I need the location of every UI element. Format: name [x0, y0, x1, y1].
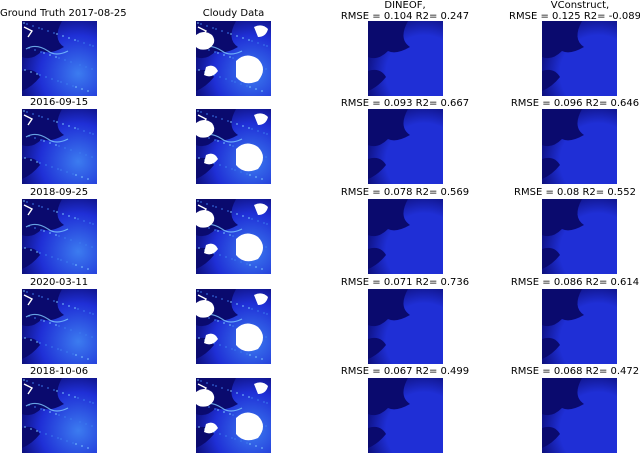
ground-truth-image-panel: [22, 289, 97, 364]
vconstruct-metrics-label: RMSE = 0.125 R2= -0.089: [509, 11, 640, 22]
dineof-image-panel: [368, 289, 443, 364]
vconstruct-image-panel: [542, 199, 617, 274]
ground-truth-image-panel: [22, 199, 97, 274]
dineof-metrics-label: RMSE = 0.078 R2= 0.569: [340, 187, 470, 198]
dineof-metrics-label: RMSE = 0.104 R2= 0.247: [340, 11, 470, 22]
vconstruct-metrics-label: RMSE = 0.068 R2= 0.472: [510, 366, 640, 377]
ground-truth-image-panel: [22, 378, 97, 453]
cloudy-image-panel: [196, 109, 271, 184]
row-date-label: 2016-09-15: [29, 97, 89, 108]
ground-truth-image-panel: [22, 21, 97, 96]
dineof-column-title: DINEOF,: [384, 0, 426, 11]
cloudy-image-panel: [196, 21, 271, 96]
cloudy-data-column-title: Cloudy Data: [202, 8, 265, 19]
dineof-metrics-label: RMSE = 0.067 R2= 0.499: [340, 366, 470, 377]
vconstruct-metrics-label: RMSE = 0.086 R2= 0.614: [510, 277, 640, 288]
vconstruct-image-panel: [542, 378, 617, 453]
row-date-label: 2020-03-11: [29, 277, 89, 288]
dineof-image-panel: [368, 378, 443, 453]
ground-truth-image-panel: [22, 109, 97, 184]
vconstruct-column-title: VConstruct,: [550, 0, 610, 11]
row-date-label: 2018-09-25: [29, 187, 89, 198]
ground-truth-column-title: Ground Truth 2017-08-25: [0, 8, 127, 19]
dineof-image-panel: [368, 199, 443, 274]
vconstruct-metrics-label: RMSE = 0.096 R2= 0.646: [510, 98, 640, 109]
vconstruct-image-panel: [542, 21, 617, 96]
vconstruct-metrics-label: RMSE = 0.08 R2= 0.552: [514, 187, 636, 198]
cloudy-image-panel: [196, 378, 271, 453]
dineof-image-panel: [368, 109, 443, 184]
vconstruct-image-panel: [542, 289, 617, 364]
vconstruct-image-panel: [542, 109, 617, 184]
cloudy-image-panel: [196, 289, 271, 364]
row-date-label: 2018-10-06: [29, 366, 89, 377]
dineof-image-panel: [368, 21, 443, 96]
dineof-metrics-label: RMSE = 0.093 R2= 0.667: [340, 98, 470, 109]
cloudy-image-panel: [196, 199, 271, 274]
dineof-metrics-label: RMSE = 0.071 R2= 0.736: [340, 277, 470, 288]
